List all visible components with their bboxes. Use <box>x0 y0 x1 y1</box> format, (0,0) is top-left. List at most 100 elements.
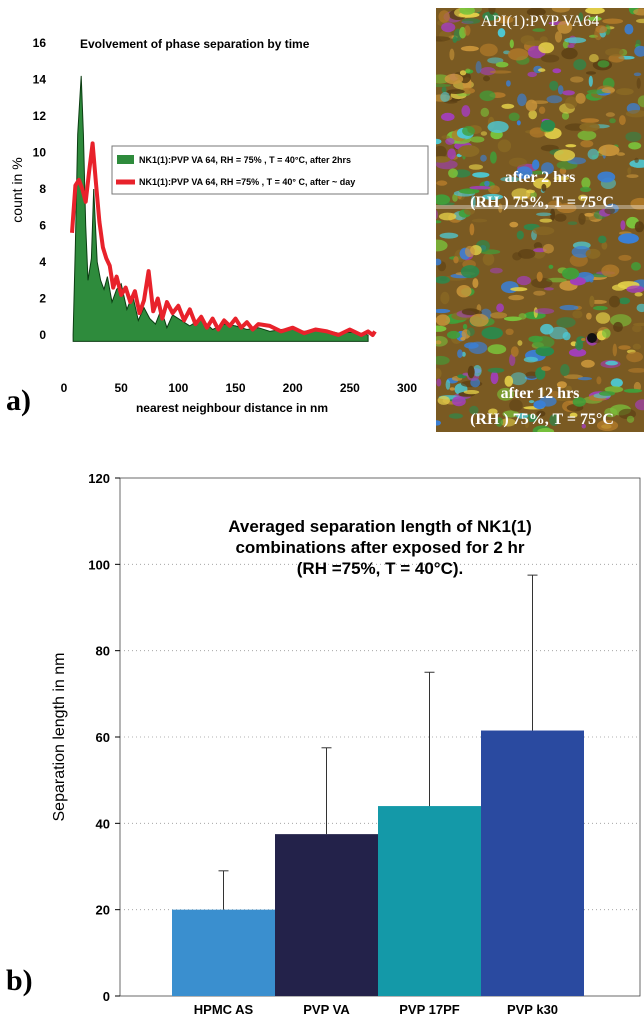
texture-spot <box>598 235 607 244</box>
texture-spot <box>631 262 641 271</box>
chart-a-series <box>70 75 377 342</box>
texture-spot <box>581 359 595 368</box>
x-tick-label: 50 <box>114 381 128 395</box>
texture-spot <box>510 287 528 292</box>
texture-spot <box>470 136 485 143</box>
texture-spot <box>601 87 615 94</box>
texture-spot <box>487 367 505 373</box>
texture-spot <box>598 391 616 396</box>
texture-spot <box>503 316 522 322</box>
texture-spot <box>536 410 546 417</box>
texture-spot <box>563 374 583 380</box>
texture-spot <box>532 159 540 170</box>
x-tick-label: PVP k30 <box>507 1002 558 1017</box>
texture-spot <box>597 60 610 68</box>
texture-spot <box>469 185 491 190</box>
texture-spot <box>567 44 575 48</box>
texture-spot <box>480 154 487 162</box>
texture-spot <box>580 186 591 192</box>
texture-spot <box>635 399 644 411</box>
texture-spot <box>440 291 450 305</box>
texture-spot <box>436 340 442 345</box>
texture-spot <box>436 210 438 220</box>
texture-spot <box>632 324 642 333</box>
texture-spot <box>528 110 537 120</box>
texture-spot <box>523 356 539 363</box>
bar-hpmc-as <box>172 909 275 996</box>
texture-spot <box>436 276 450 284</box>
y-tick-label: 100 <box>88 557 110 572</box>
chart-a-legend: NK1(1):PVP VA 64, RH = 75% , T = 40°C, a… <box>111 145 429 195</box>
texture-spot <box>452 36 458 43</box>
micrograph-caption-bottom-1: after 12 hrs <box>501 385 580 402</box>
texture-spot <box>488 8 496 15</box>
texture-spot <box>480 107 490 117</box>
texture-spot <box>510 346 519 357</box>
chart-b-y-label: Separation length in nm <box>51 653 68 822</box>
texture-spot <box>569 277 586 286</box>
texture-spot <box>557 85 564 95</box>
micrograph-caption-top-1: after 2 hrs <box>505 169 576 186</box>
texture-spot <box>608 54 625 63</box>
texture-spot <box>436 180 448 186</box>
y-tick-label: 60 <box>96 730 110 745</box>
texture-spot <box>480 131 488 136</box>
y-tick-label: 6 <box>39 219 46 233</box>
texture-spot <box>482 11 499 21</box>
texture-spot <box>436 194 451 205</box>
texture-spot <box>578 194 588 201</box>
texture-spot <box>548 264 554 269</box>
texture-spot <box>537 428 555 432</box>
y-tick-label: 4 <box>39 255 46 269</box>
texture-spot <box>512 252 522 261</box>
texture-spot <box>618 345 631 350</box>
texture-spot <box>516 230 524 240</box>
texture-spot <box>509 399 523 412</box>
y-tick-label: 10 <box>33 146 47 160</box>
texture-spot <box>562 40 569 49</box>
x-tick-label: 250 <box>340 381 360 395</box>
chart-b-x-ticks: HPMC AS PVP VA PVP 17PF PVP k30 <box>194 1002 558 1017</box>
texture-spot <box>612 343 617 357</box>
texture-spot <box>604 386 624 393</box>
texture-spot <box>533 290 546 296</box>
texture-spot <box>445 137 455 145</box>
chart-a-y-label: count in % <box>9 157 25 222</box>
x-tick-label: 100 <box>168 381 188 395</box>
texture-spot <box>585 8 605 15</box>
texture-spot <box>516 166 533 179</box>
texture-spot <box>531 277 553 289</box>
texture-spot <box>556 381 567 389</box>
panel-label-a: a) <box>6 384 31 417</box>
texture-spot <box>540 388 545 396</box>
texture-spot <box>577 377 593 381</box>
texture-spot <box>625 131 642 142</box>
bar-pvp-va <box>275 834 378 996</box>
texture-spot <box>441 135 450 140</box>
texture-spot <box>448 413 463 419</box>
texture-spot <box>497 387 515 401</box>
texture-spot <box>620 220 626 231</box>
texture-spot <box>586 312 592 320</box>
texture-spot <box>436 355 450 365</box>
texture-spot <box>516 275 532 286</box>
chart-b: 0 20 40 60 80 100 120 HPMC AS PVP VA PVP 17PF PVP… <box>6 471 641 1017</box>
texture-spot <box>601 241 608 250</box>
texture-spot <box>531 100 549 104</box>
texture-spot <box>575 339 584 351</box>
texture-spot <box>553 176 570 181</box>
texture-spot <box>480 67 496 76</box>
chart-a-title: Evolvement of phase separation by time <box>80 37 310 51</box>
y-tick-label: 80 <box>96 644 110 659</box>
texture-spot <box>441 86 447 93</box>
texture-spot <box>634 157 639 163</box>
texture-spot <box>458 145 480 157</box>
texture-spot <box>577 130 597 141</box>
texture-spot <box>490 151 497 164</box>
chart-b-y-ticks: 0 20 40 60 80 100 120 <box>88 471 120 1004</box>
texture-spot <box>626 415 635 423</box>
texture-spot <box>636 303 644 313</box>
texture-spot <box>469 223 475 236</box>
texture-spot <box>437 395 450 405</box>
texture-spot <box>578 213 586 225</box>
